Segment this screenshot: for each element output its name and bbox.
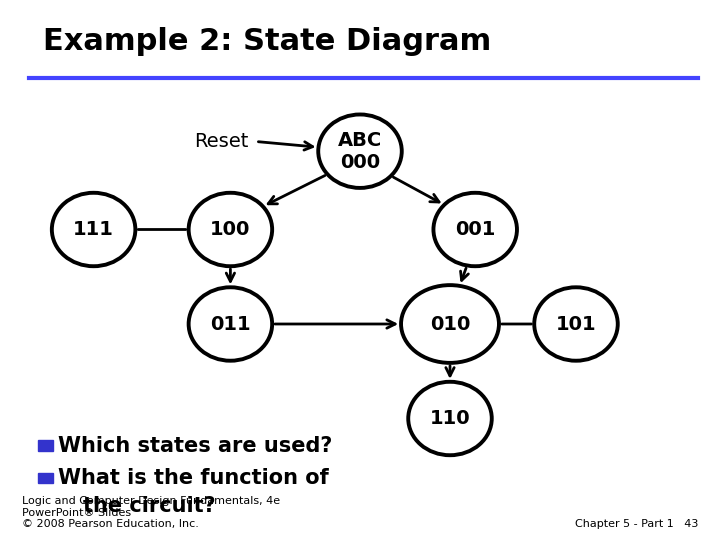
Ellipse shape <box>189 193 272 266</box>
Ellipse shape <box>52 193 135 266</box>
Ellipse shape <box>534 287 618 361</box>
Text: 010: 010 <box>430 314 470 334</box>
Ellipse shape <box>408 382 492 455</box>
Text: Logic and Computer Design Fundamentals, 4e
PowerPoint® Slides
© 2008 Pearson Edu: Logic and Computer Design Fundamentals, … <box>22 496 280 529</box>
Text: 001: 001 <box>455 220 495 239</box>
Ellipse shape <box>433 193 517 266</box>
Text: Which states are used?: Which states are used? <box>58 435 332 456</box>
Text: Example 2: State Diagram: Example 2: State Diagram <box>43 27 492 56</box>
Ellipse shape <box>189 287 272 361</box>
Bar <box>38 472 53 483</box>
Ellipse shape <box>401 285 499 363</box>
Text: Reset: Reset <box>194 132 248 151</box>
Text: 101: 101 <box>556 314 596 334</box>
Text: ABC
000: ABC 000 <box>338 131 382 172</box>
Text: 100: 100 <box>210 220 251 239</box>
Text: 111: 111 <box>73 220 114 239</box>
Text: the circuit?: the circuit? <box>83 496 215 516</box>
Text: 011: 011 <box>210 314 251 334</box>
Text: Chapter 5 - Part 1   43: Chapter 5 - Part 1 43 <box>575 519 698 529</box>
Bar <box>38 440 53 451</box>
Text: 110: 110 <box>430 409 470 428</box>
Text: What is the function of: What is the function of <box>58 468 328 488</box>
Ellipse shape <box>318 114 402 188</box>
